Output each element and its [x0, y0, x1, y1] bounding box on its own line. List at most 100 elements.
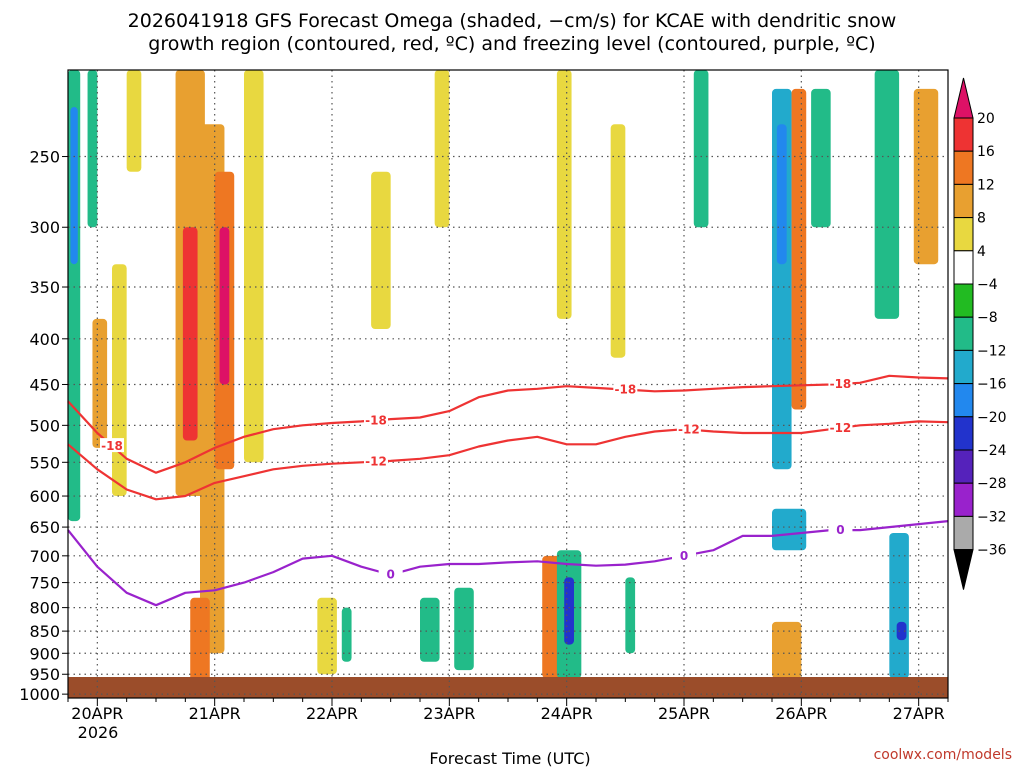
omega-region-5 — [126, 70, 142, 172]
x-axis-title: Forecast Time (UTC) — [429, 749, 590, 768]
watermark: coolwx.com/models — [874, 747, 1012, 763]
colorbar-swatch-2 — [953, 150, 974, 185]
contour-t-zero — [67, 520, 949, 607]
x-tick-label-27APR: 27APR — [893, 704, 945, 723]
contour-label-bg-t-minus12-label-a — [364, 453, 388, 468]
x-tick-label-26APR: 26APR — [775, 704, 827, 723]
omega-region-27 — [776, 124, 787, 265]
omega-region-28 — [791, 88, 807, 410]
colorbar-label-3: 8 — [977, 211, 986, 227]
colorbar-label-7: −12 — [977, 343, 1007, 359]
contour-label-t-minus18-label-d: -18 — [830, 377, 852, 391]
contour-label-t-minus12-label-a: -12 — [365, 455, 387, 469]
colorbar-swatch-5 — [953, 250, 974, 285]
omega-region-4 — [112, 264, 127, 497]
contour-label-t-minus12-label-c: -12 — [830, 421, 852, 435]
contour-label-t-zero-label-b: 0 — [680, 549, 688, 563]
colorbar-label-4: 4 — [977, 244, 986, 260]
y-tick-label-550: 550 — [29, 453, 60, 472]
x-tick-label-21APR: 21APR — [189, 704, 241, 723]
chart-title-line-2: growth region (contoured, red, ºC) and f… — [148, 33, 875, 55]
omega-region-17 — [420, 597, 440, 662]
colorbar-swatch-3 — [953, 183, 974, 219]
omega-region-33 — [889, 533, 909, 679]
omega-region-18 — [454, 587, 474, 671]
contour-label-t-zero-label-c: 0 — [836, 523, 844, 537]
grid-lines — [68, 70, 948, 698]
omega-region-13 — [317, 597, 337, 675]
colorbar-label-13: −36 — [977, 543, 1007, 559]
omega-region-25 — [693, 70, 709, 228]
y-tick-label-450: 450 — [29, 375, 60, 394]
colorbar-swatch-8 — [953, 349, 974, 385]
contour-label-bg-t-minus12-label-b — [676, 421, 701, 436]
colorbar-label-0: 20 — [977, 111, 995, 127]
x-tick-label-23APR: 23APR — [423, 704, 475, 723]
contour-label-bg-t-zero-label-c — [828, 522, 853, 537]
y-axis: 250 300 350 400 450 500 550 600 650 700 750 800 850 9… — [19, 148, 68, 704]
omega-region-10 — [219, 227, 230, 385]
omega-region-7 — [182, 227, 198, 441]
colorbar-swatch-7 — [953, 316, 974, 351]
omega-region-16 — [434, 70, 450, 228]
contour-label-bg-t-minus18-label-a — [100, 438, 124, 453]
colorbar-label-5: −4 — [977, 277, 998, 293]
contour-t-minus12 — [67, 420, 949, 501]
colorbar-label-6: −8 — [977, 310, 998, 326]
colorbar-label-11: −28 — [977, 476, 1007, 492]
y-tick-label-800: 800 — [29, 599, 60, 618]
colorbar-swatch-13 — [953, 515, 974, 551]
colorbar: 20 16 12 8 4 −4 −8 −12 −16 −20 −24 −28 −32 −36 — [953, 77, 1007, 590]
contour-label-t-minus18-label-c: -18 — [614, 383, 636, 397]
omega-region-30 — [772, 621, 802, 679]
y-tick-label-1000: 1000 — [19, 685, 60, 704]
omega-region-15 — [371, 171, 391, 329]
x-tick-label-24APR: 24APR — [541, 704, 593, 723]
colorbar-swatch-4 — [953, 217, 974, 252]
y-tick-label-850: 850 — [29, 622, 60, 641]
omega-shading — [68, 70, 939, 687]
contour-label-t-zero-label-a: 0 — [386, 568, 394, 582]
contour-label-bg-t-minus18-label-b — [364, 412, 388, 427]
omega-region-35 — [913, 88, 939, 265]
x-tick-label-20APR: 20APR — [71, 704, 123, 723]
y-tick-label-900: 900 — [29, 644, 60, 663]
colorbar-label-1: 16 — [977, 144, 995, 160]
omega-region-12 — [244, 70, 264, 463]
omega-region-11 — [190, 597, 210, 687]
x-tick-label-22APR: 22APR — [306, 704, 358, 723]
omega-region-29 — [772, 508, 807, 551]
y-tick-label-500: 500 — [29, 416, 60, 435]
x-axis-year: 2026 — [78, 723, 119, 742]
colorbar-swatch-11 — [953, 449, 974, 484]
colorbar-label-8: −16 — [977, 377, 1007, 393]
contour-lines: -18 -18 -18 -18 -12 -12 -12 0 0 0 — [67, 374, 949, 607]
colorbar-swatch-10 — [953, 416, 974, 451]
chart-title-line-1: 2026041918 GFS Forecast Omega (shaded, −… — [128, 10, 897, 32]
omega-region-3 — [92, 318, 108, 448]
colorbar-bottom-arrow — [953, 549, 974, 590]
omega-region-31 — [811, 88, 831, 228]
omega-region-34 — [896, 621, 907, 641]
colorbar-label-12: −32 — [977, 509, 1007, 525]
y-tick-label-950: 950 — [29, 665, 60, 684]
colorbar-swatch-12 — [953, 482, 974, 517]
y-tick-label-700: 700 — [29, 547, 60, 566]
omega-region-32 — [874, 70, 900, 319]
y-tick-label-350: 350 — [29, 278, 60, 297]
contour-t-minus18 — [67, 374, 949, 474]
y-tick-label-400: 400 — [29, 330, 60, 349]
contour-label-t-minus12-label-b: -12 — [678, 423, 700, 437]
terrain-ground — [68, 677, 948, 698]
y-tick-label-750: 750 — [29, 574, 60, 593]
omega-region-22 — [556, 70, 572, 319]
omega-region-14 — [341, 607, 352, 662]
colorbar-label-2: 12 — [977, 177, 995, 193]
x-tick-label-25APR: 25APR — [658, 704, 710, 723]
omega-region-2 — [87, 70, 98, 228]
contour-label-bg-t-minus18-label-d — [828, 375, 853, 390]
x-axis: 20APR 21APR 22APR 23APR 24APR 25APR 26APR 27APR — [67, 698, 949, 723]
colorbar-top-arrow — [953, 77, 974, 119]
y-tick-label-250: 250 — [29, 148, 60, 167]
